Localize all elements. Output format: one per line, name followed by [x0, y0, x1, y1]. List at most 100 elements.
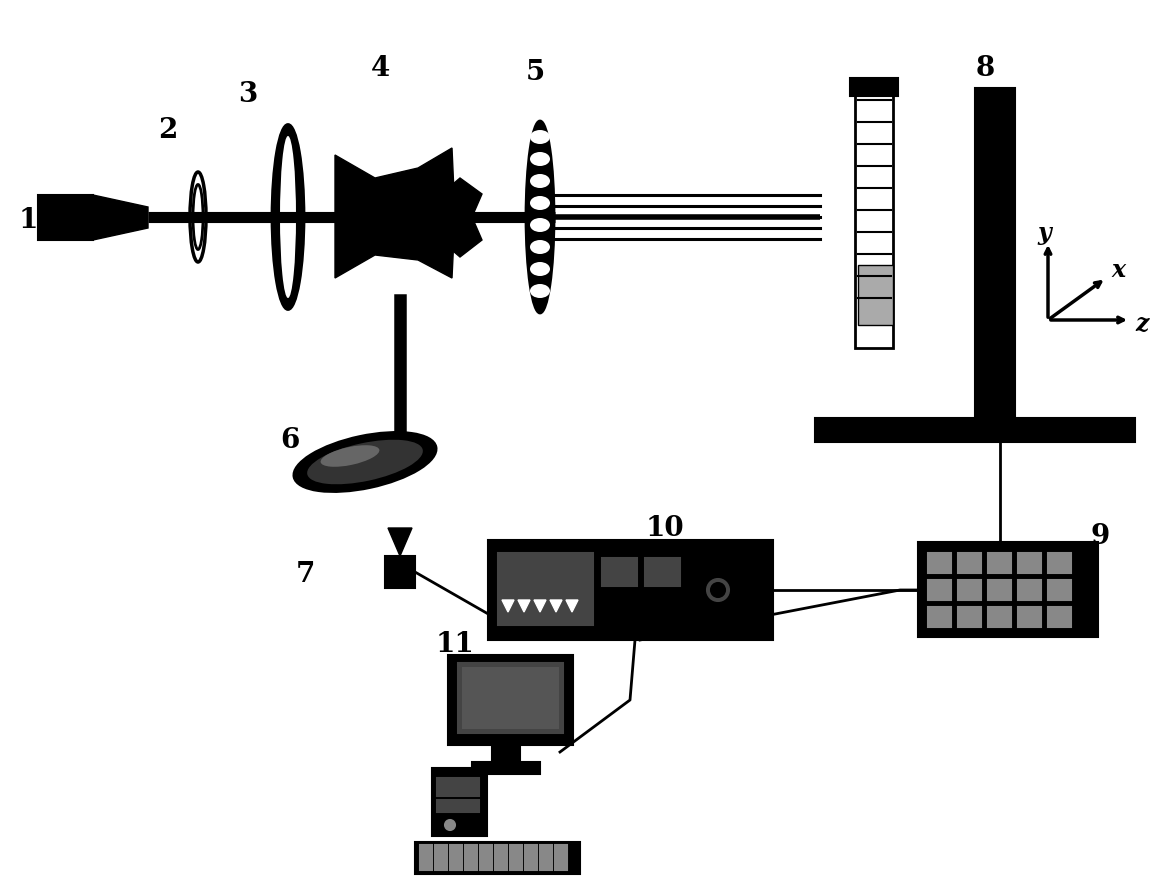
Polygon shape [93, 195, 148, 240]
Bar [858, 265, 894, 325]
Bar [1048, 607, 1071, 627]
Bar [450, 854, 463, 861]
Ellipse shape [307, 440, 423, 484]
Ellipse shape [711, 583, 725, 597]
Bar [434, 854, 447, 861]
Bar [918, 542, 1098, 637]
Bar [420, 854, 432, 861]
Bar [540, 845, 552, 852]
Bar [1018, 553, 1041, 573]
Bar [492, 745, 520, 763]
Bar [510, 845, 522, 852]
Ellipse shape [707, 579, 729, 601]
Polygon shape [550, 600, 562, 612]
Bar [540, 863, 552, 870]
Bar [465, 854, 477, 861]
Ellipse shape [530, 218, 550, 232]
Ellipse shape [526, 121, 554, 313]
Bar [488, 540, 773, 640]
Ellipse shape [294, 433, 436, 491]
Polygon shape [534, 600, 545, 612]
Ellipse shape [272, 125, 304, 310]
Bar [434, 845, 447, 852]
Bar [958, 580, 981, 600]
Text: 2: 2 [159, 117, 178, 143]
Text: 9: 9 [1091, 524, 1110, 550]
Bar [510, 854, 522, 861]
Bar [850, 78, 898, 96]
Polygon shape [388, 528, 412, 556]
Bar [420, 845, 432, 852]
Bar [495, 854, 507, 861]
Polygon shape [335, 215, 456, 278]
Bar [510, 863, 522, 870]
Bar [958, 607, 981, 627]
Bar [1048, 580, 1071, 600]
Bar [645, 558, 680, 586]
Ellipse shape [445, 820, 456, 830]
Ellipse shape [530, 262, 550, 276]
Bar [929, 553, 951, 573]
Bar [458, 663, 563, 733]
Polygon shape [425, 178, 482, 257]
Ellipse shape [530, 284, 550, 298]
Bar [39, 195, 93, 240]
Bar [465, 845, 477, 852]
Ellipse shape [530, 152, 550, 166]
Ellipse shape [320, 445, 380, 466]
Bar [480, 863, 492, 870]
Bar [450, 845, 463, 852]
Polygon shape [502, 600, 514, 612]
Bar [988, 580, 1011, 600]
Bar [1048, 553, 1071, 573]
Polygon shape [517, 600, 530, 612]
Bar [498, 553, 593, 625]
Text: 6: 6 [280, 427, 300, 453]
Bar [437, 778, 479, 796]
Bar [465, 863, 477, 870]
Bar [1018, 607, 1041, 627]
Ellipse shape [280, 136, 296, 298]
Bar [415, 842, 580, 874]
Polygon shape [566, 600, 578, 612]
Bar [555, 863, 566, 870]
Bar [480, 845, 492, 852]
Bar [480, 854, 492, 861]
Bar [385, 556, 415, 588]
Text: 1: 1 [19, 206, 37, 234]
Text: 10: 10 [646, 514, 684, 542]
Text: 8: 8 [975, 55, 995, 81]
Bar [855, 88, 894, 348]
Text: y: y [1037, 221, 1051, 245]
Polygon shape [335, 148, 456, 215]
Bar [524, 854, 537, 861]
Bar [555, 854, 566, 861]
Bar [524, 845, 537, 852]
Text: x: x [1111, 258, 1125, 282]
Bar [815, 418, 1135, 442]
Bar [929, 580, 951, 600]
Bar [420, 863, 432, 870]
Bar [495, 845, 507, 852]
Text: 7: 7 [296, 561, 314, 589]
Text: 11: 11 [436, 632, 474, 658]
Bar [437, 800, 479, 812]
Bar [1018, 580, 1041, 600]
Bar [449, 655, 573, 745]
Bar [958, 553, 981, 573]
Bar [463, 667, 559, 729]
Ellipse shape [530, 240, 550, 254]
Bar [975, 88, 1015, 428]
Bar [602, 558, 637, 586]
Bar [432, 768, 487, 836]
Text: z: z [1135, 312, 1148, 336]
Ellipse shape [530, 174, 550, 188]
Bar [524, 863, 537, 870]
Text: 3: 3 [238, 81, 258, 109]
Text: 5: 5 [526, 58, 544, 86]
Bar [929, 607, 951, 627]
Bar [988, 607, 1011, 627]
Bar [434, 863, 447, 870]
Bar [555, 845, 566, 852]
Bar [988, 553, 1011, 573]
